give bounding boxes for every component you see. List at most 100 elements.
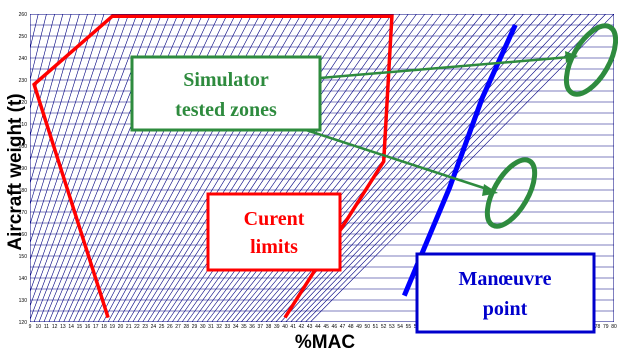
- manoeuvre-line1: Manœuvre: [459, 268, 552, 290]
- x-tick-label: 41: [290, 324, 296, 330]
- x-tick-label: 51: [373, 324, 379, 330]
- arrow-to-lower-zone: [299, 126, 491, 192]
- x-tick-label: 11: [44, 324, 49, 330]
- x-tick-label: 13: [60, 324, 66, 330]
- grid-mac-line: [310, 14, 614, 322]
- x-tick-label: 14: [68, 324, 74, 330]
- y-tick-label: 120: [19, 320, 28, 326]
- y-axis-title: Aircraft weight (t): [5, 93, 26, 250]
- grid-mac-line: [300, 14, 598, 322]
- x-tick-label: 52: [381, 324, 387, 330]
- x-tick-label: 36: [249, 324, 255, 330]
- grid-mac-line: [30, 14, 80, 185]
- x-tick-label: 46: [332, 324, 338, 330]
- x-tick-label: 15: [77, 324, 83, 330]
- grid-mac-line: [162, 14, 368, 322]
- tested-zone-lower: [484, 157, 538, 229]
- x-tick-label: 22: [134, 324, 140, 330]
- tested-zone-upper: [563, 23, 618, 97]
- x-tick-label: 28: [184, 324, 190, 330]
- series-current-limits: [32, 14, 394, 319]
- y-tick-label: 170: [19, 210, 28, 216]
- grid-mac-line: [295, 14, 590, 322]
- x-tick-label: 29: [192, 324, 198, 330]
- x-tick-label: 49: [356, 324, 362, 330]
- x-tick-label: 48: [348, 324, 354, 330]
- x-tick-label: 24: [151, 324, 157, 330]
- series-manoeuvre-point: [401, 23, 518, 297]
- y-tick-label: 260: [19, 12, 28, 18]
- y-tick-labels: 120 130 140 150 160 170 180 190 200 210 220 230 240 2…: [19, 12, 28, 326]
- y-tick-label: 180: [19, 188, 28, 194]
- current-limits-line1: Curent: [244, 208, 305, 230]
- x-tick-label: 44: [315, 324, 321, 330]
- x-tick-label: 54: [397, 324, 403, 330]
- grid-mac-line: [30, 14, 97, 226]
- simulator-label-box: Simulator tested zones: [130, 55, 322, 132]
- x-tick-label: 42: [299, 324, 305, 330]
- x-axis-title: %MAC: [295, 332, 355, 351]
- arrowhead-lower: [482, 184, 498, 196]
- x-tick-label: 10: [35, 324, 41, 330]
- x-tick-label: 38: [266, 324, 272, 330]
- x-tick-label: 35: [241, 324, 247, 330]
- x-tick-label: 12: [52, 324, 58, 330]
- x-tick-label: 30: [200, 324, 206, 330]
- y-tick-label: 200: [19, 144, 28, 150]
- y-tick-label: 230: [19, 78, 28, 84]
- grid-mac-line: [167, 14, 376, 322]
- x-tick-label: 45: [323, 324, 329, 330]
- y-tick-label: 240: [19, 56, 28, 62]
- x-tick-label: 34: [233, 324, 239, 330]
- x-tick-label: 9: [29, 324, 32, 330]
- x-tick-label: 40: [282, 324, 288, 330]
- grid-mac-line: [30, 14, 47, 82]
- y-tick-label: 130: [19, 298, 28, 304]
- x-tick-label: 39: [274, 324, 280, 330]
- x-tick-label: 25: [159, 324, 165, 330]
- grid-mac-line: [30, 14, 121, 278]
- x-tick-label: 37: [258, 324, 264, 330]
- y-tick-label: 250: [19, 34, 28, 40]
- y-tick-label: 140: [19, 276, 28, 282]
- x-tick-label: 17: [93, 324, 99, 330]
- x-tick-label: 18: [101, 324, 107, 330]
- grid-mac-line: [30, 14, 55, 111]
- simulator-label-line2: tested zones: [175, 99, 277, 121]
- x-tick-label: 16: [85, 324, 91, 330]
- y-tick-label: 190: [19, 166, 28, 172]
- x-tick-label: 79: [603, 324, 609, 330]
- manoeuvre-label-box: Manœuvre point: [415, 252, 596, 334]
- x-tick-label: 50: [364, 324, 370, 330]
- arrow-to-upper-zone: [319, 55, 571, 80]
- x-tick-label: 26: [167, 324, 173, 330]
- arrowhead-upper: [565, 51, 578, 63]
- x-tick-label: 23: [142, 324, 148, 330]
- grid-mac-line: [30, 14, 138, 307]
- grid-mac-line: [30, 14, 88, 206]
- y-tick-label: 210: [19, 122, 28, 128]
- y-tick-label: 160: [19, 232, 28, 238]
- series-layer: [32, 14, 518, 319]
- grid-mac-line: [157, 14, 360, 322]
- x-tick-label: 80: [611, 324, 617, 330]
- x-tick-label: 19: [109, 324, 115, 330]
- grid-mac-line: [30, 14, 146, 321]
- x-tick-label: 47: [340, 324, 346, 330]
- x-tick-label: 27: [175, 324, 181, 330]
- grid-mac-line: [30, 14, 64, 138]
- manoeuvre-line2: point: [483, 298, 528, 320]
- x-tick-label: 20: [118, 324, 124, 330]
- x-tick-label: 53: [389, 324, 395, 330]
- x-tick-label: 21: [126, 324, 132, 330]
- x-tick-label: 31: [208, 324, 214, 330]
- x-tick-label: 55: [406, 324, 412, 330]
- x-tick-label: 32: [216, 324, 222, 330]
- simulator-label-line1: Simulator: [183, 69, 269, 91]
- current-limits-line2: limits: [250, 236, 298, 258]
- grid-mac-line: [30, 14, 129, 293]
- y-tick-label: 220: [19, 100, 28, 106]
- x-tick-label: 78: [595, 324, 601, 330]
- tested-zones: [299, 23, 618, 229]
